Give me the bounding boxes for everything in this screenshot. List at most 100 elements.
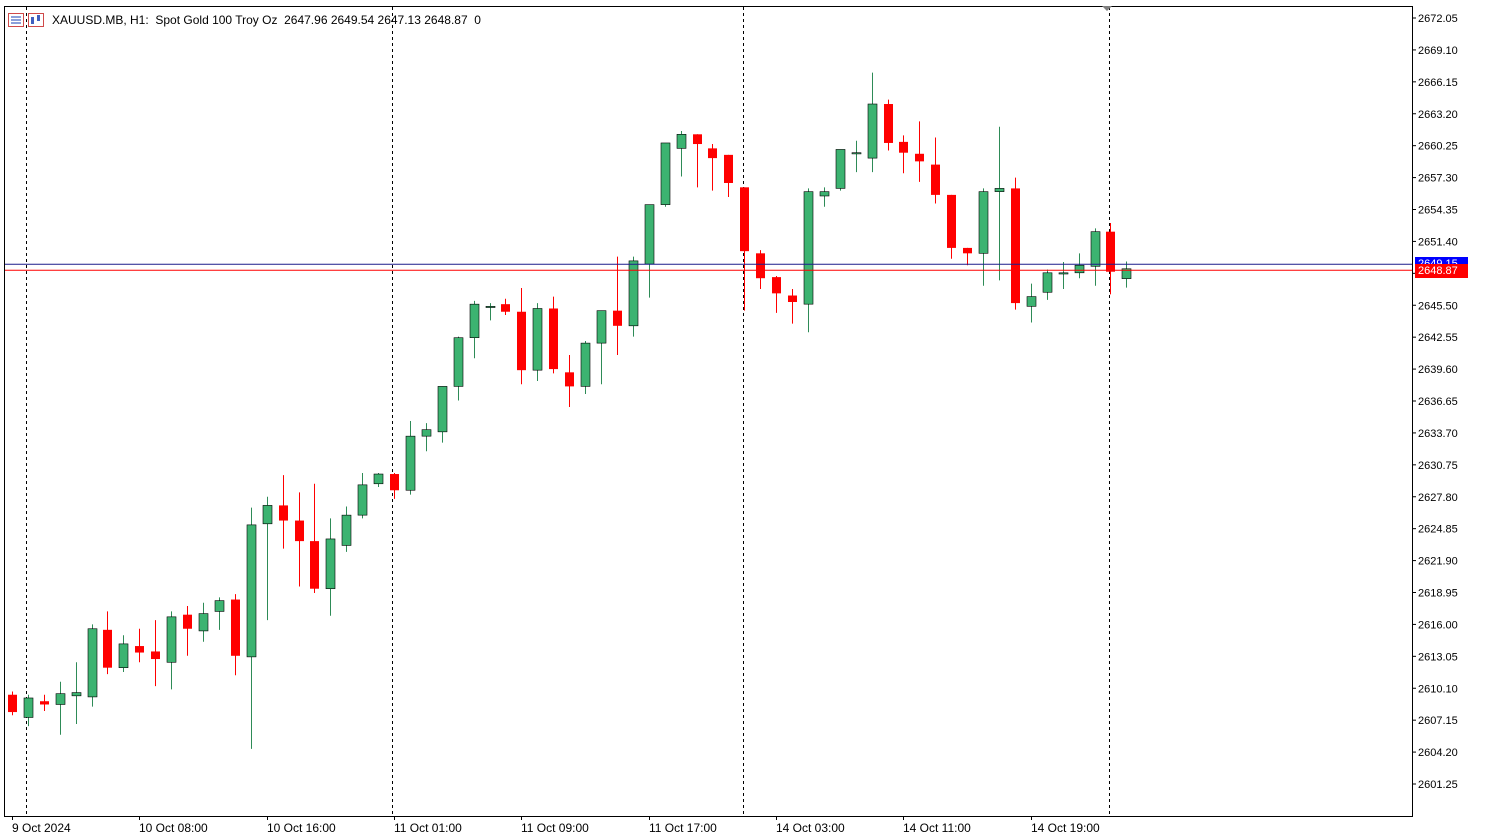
candle[interactable]	[549, 296, 558, 374]
candles[interactable]	[8, 72, 1132, 749]
candle[interactable]	[103, 611, 112, 675]
candle[interactable]	[469, 300, 480, 359]
candle[interactable]	[118, 635, 129, 673]
candle[interactable]	[994, 126, 1005, 281]
candle-body	[693, 134, 702, 145]
candle[interactable]	[899, 135, 908, 174]
candle[interactable]	[772, 276, 781, 313]
candle[interactable]	[310, 483, 319, 594]
candle[interactable]	[693, 134, 702, 188]
candle[interactable]	[724, 154, 733, 198]
candle[interactable]	[676, 131, 687, 177]
price-tick-label: 2601.25	[1418, 779, 1458, 791]
candle[interactable]	[915, 121, 924, 182]
candle[interactable]	[596, 310, 607, 385]
candle[interactable]	[803, 188, 814, 333]
candle[interactable]	[1074, 253, 1085, 279]
candle[interactable]	[279, 475, 288, 549]
candle[interactable]	[135, 628, 144, 663]
candle[interactable]	[390, 472, 399, 499]
candle-body	[1026, 296, 1037, 307]
candle[interactable]	[151, 620, 160, 687]
candle[interactable]	[198, 602, 209, 642]
candle[interactable]	[8, 691, 17, 716]
candle[interactable]	[262, 496, 273, 621]
candle-body	[40, 701, 49, 705]
price-lines	[5, 263, 1412, 271]
candle[interactable]	[40, 694, 49, 711]
candle[interactable]	[580, 340, 591, 394]
candle[interactable]	[835, 149, 846, 191]
candle[interactable]	[851, 140, 862, 173]
candle[interactable]	[1090, 228, 1101, 286]
candle-body	[8, 694, 17, 713]
candle[interactable]	[55, 681, 66, 735]
candle[interactable]	[325, 518, 336, 616]
candle[interactable]	[867, 72, 878, 173]
candle[interactable]	[756, 250, 765, 290]
candle[interactable]	[357, 472, 368, 519]
candle-body	[183, 614, 192, 629]
bars-menu-icon[interactable]	[8, 13, 24, 27]
chart-header: XAUUSD.MB, H1: Spot Gold 100 Troy Oz 264…	[8, 11, 481, 29]
candle[interactable]	[1026, 283, 1037, 323]
candle[interactable]	[23, 694, 34, 727]
candle[interactable]	[437, 386, 448, 443]
candle[interactable]	[183, 606, 192, 656]
candle[interactable]	[613, 256, 622, 356]
candle[interactable]	[565, 355, 574, 407]
candle[interactable]	[214, 597, 225, 630]
candle[interactable]	[405, 421, 416, 495]
candle[interactable]	[740, 187, 749, 311]
candle[interactable]	[485, 303, 496, 321]
candle[interactable]	[963, 247, 972, 266]
time-tick-label: 11 Oct 17:00	[649, 821, 717, 835]
candle[interactable]	[931, 137, 940, 204]
candle[interactable]	[708, 144, 717, 191]
candle-body	[740, 187, 749, 252]
plot-area	[4, 6, 1413, 817]
candle[interactable]	[166, 611, 177, 690]
candle[interactable]	[373, 472, 384, 488]
candle[interactable]	[517, 287, 526, 385]
candle-body	[867, 103, 878, 159]
candle-body	[1106, 231, 1115, 272]
candle-body	[978, 191, 989, 254]
candle[interactable]	[87, 624, 98, 707]
candle[interactable]	[1106, 223, 1115, 295]
candle[interactable]	[1011, 177, 1020, 310]
time-axis[interactable]: 9 Oct 2024 10 Oct 08:00 10 Oct 16:00 11 Oct…	[12, 816, 1100, 835]
candle[interactable]	[231, 594, 240, 676]
candle-body	[1058, 272, 1069, 275]
candle[interactable]	[421, 423, 432, 452]
price-axis[interactable]: 2672.05 2669.10 2666.15 2663.20 2660.25 2657.…	[1412, 13, 1458, 791]
candle-body	[198, 613, 209, 632]
candle[interactable]	[819, 187, 830, 207]
candle[interactable]	[501, 298, 510, 315]
candle[interactable]	[246, 507, 257, 749]
candle[interactable]	[1042, 269, 1053, 300]
candle[interactable]	[453, 336, 464, 401]
candle[interactable]	[532, 303, 543, 381]
candle[interactable]	[1058, 261, 1069, 290]
candle[interactable]	[71, 662, 82, 724]
candle[interactable]	[947, 194, 956, 259]
candle[interactable]	[884, 99, 893, 151]
shift-marker-icon[interactable]	[1102, 6, 1112, 11]
candle-body	[963, 247, 972, 254]
bid-price-tag: 2648.87	[1415, 263, 1468, 278]
candle-body	[166, 616, 177, 663]
candle[interactable]	[628, 256, 639, 337]
price-tick-label: 2651.40	[1418, 236, 1458, 248]
candle[interactable]	[660, 142, 671, 207]
chart-type-icon[interactable]	[28, 13, 44, 27]
time-tick-label: 14 Oct 11:00	[903, 821, 971, 835]
candle[interactable]	[295, 492, 304, 587]
candle-body	[1121, 268, 1132, 279]
candle[interactable]	[978, 188, 989, 286]
candle[interactable]	[1121, 261, 1132, 288]
candle[interactable]	[341, 506, 352, 552]
candle[interactable]	[788, 289, 797, 324]
candle-body	[580, 342, 591, 387]
